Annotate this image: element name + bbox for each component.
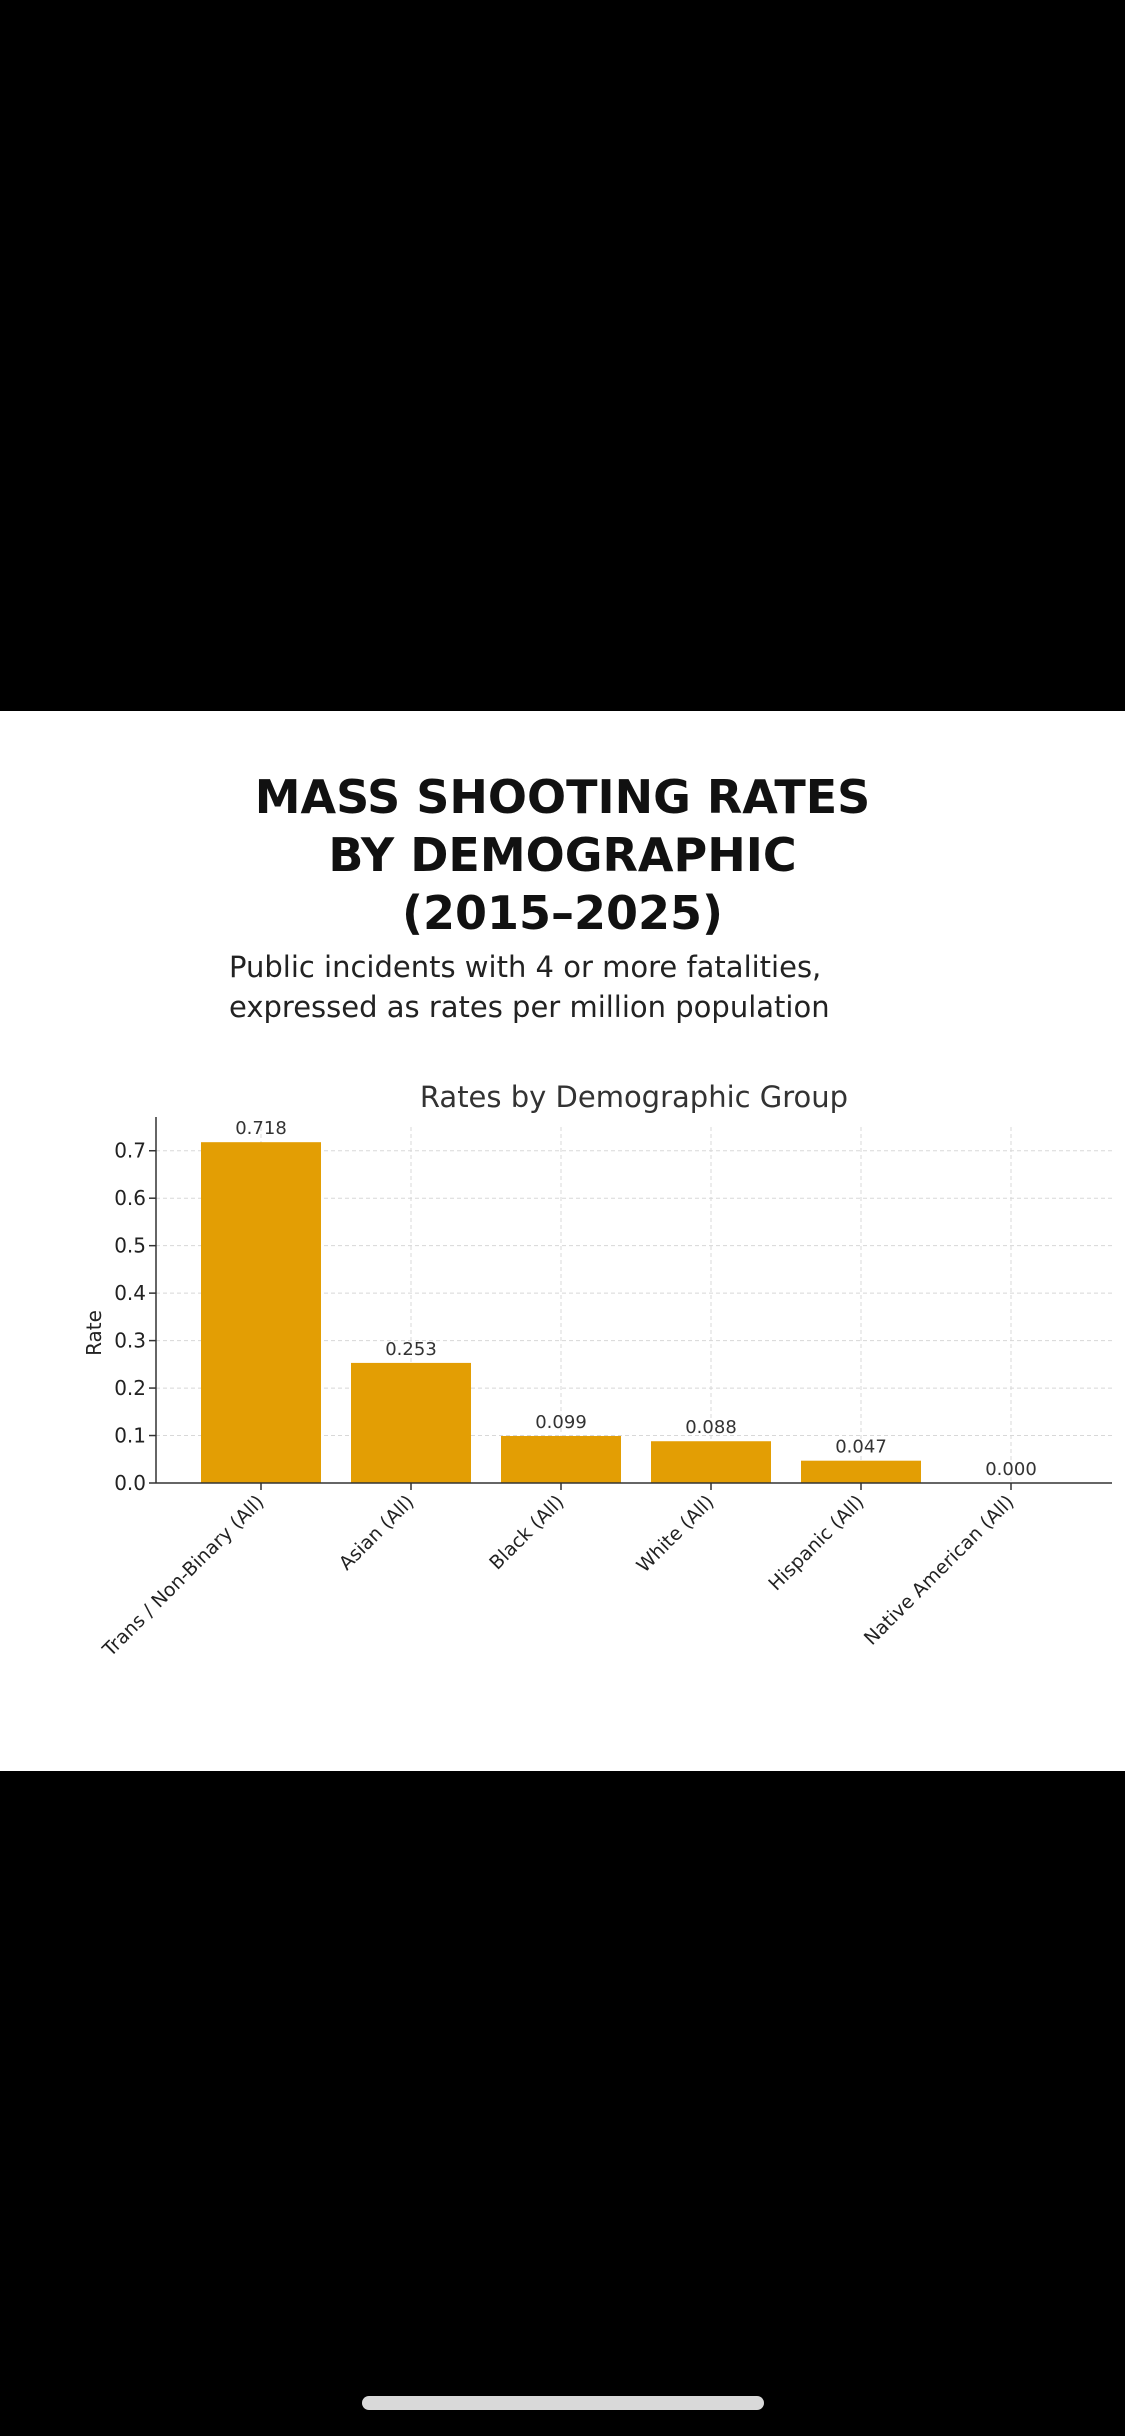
title-line: (2015–2025) [401,886,724,940]
bars [201,1142,921,1483]
subtitle-line: expressed as rates per million populatio… [229,990,830,1024]
chart-image-card: MASS SHOOTING RATES BY DEMOGRAPHIC (2015… [0,711,1125,1771]
title-line: BY DEMOGRAPHIC [328,828,797,882]
bar-value-label: 0.099 [535,1412,587,1433]
bar [501,1436,621,1483]
x-tick-label: Black (All) [485,1491,568,1574]
axes [149,1117,1112,1490]
bar-value-label: 0.047 [835,1437,887,1458]
bar-value-label: 0.000 [985,1459,1037,1480]
y-tick-label: 0.5 [114,1234,146,1258]
infographic-title: MASS SHOOTING RATES BY DEMOGRAPHIC (2015… [0,768,1125,942]
y-tick-label: 0.7 [114,1139,146,1163]
y-tick-label: 0.3 [114,1329,146,1353]
x-tick-label: Trans / Non-Binary (All) [98,1491,269,1662]
bar-value-label: 0.253 [385,1339,437,1360]
bar-value-label: 0.088 [685,1417,737,1438]
bar [651,1441,771,1483]
y-tick-label: 0.2 [114,1376,146,1400]
y-tick-label: 0.4 [114,1281,146,1305]
bar [801,1460,921,1483]
bar [351,1362,471,1483]
infographic-subtitle: Public incidents with 4 or more fataliti… [229,947,1029,1027]
x-tick-label: Hispanic (All) [764,1491,868,1595]
bar-chart: Rates by Demographic Group Rate 0.0 0.1 0.… [82,1080,1112,1662]
bar-value-label: 0.718 [235,1118,287,1139]
bar [201,1142,321,1483]
subtitle-line: Public incidents with 4 or more fataliti… [229,950,822,984]
home-indicator[interactable] [362,2396,764,2410]
title-line: MASS SHOOTING RATES [254,770,871,824]
y-tick-label: 0.1 [114,1424,146,1448]
chart-title: Rates by Demographic Group [420,1080,848,1114]
x-tick-label: Native American (All) [860,1491,1019,1650]
x-tick-label: White (All) [633,1491,719,1577]
y-tick-label: 0.6 [114,1186,146,1210]
y-tick-label: 0.0 [114,1471,146,1495]
y-axis-label: Rate [82,1310,106,1356]
x-tick-label: Asian (All) [335,1491,419,1575]
